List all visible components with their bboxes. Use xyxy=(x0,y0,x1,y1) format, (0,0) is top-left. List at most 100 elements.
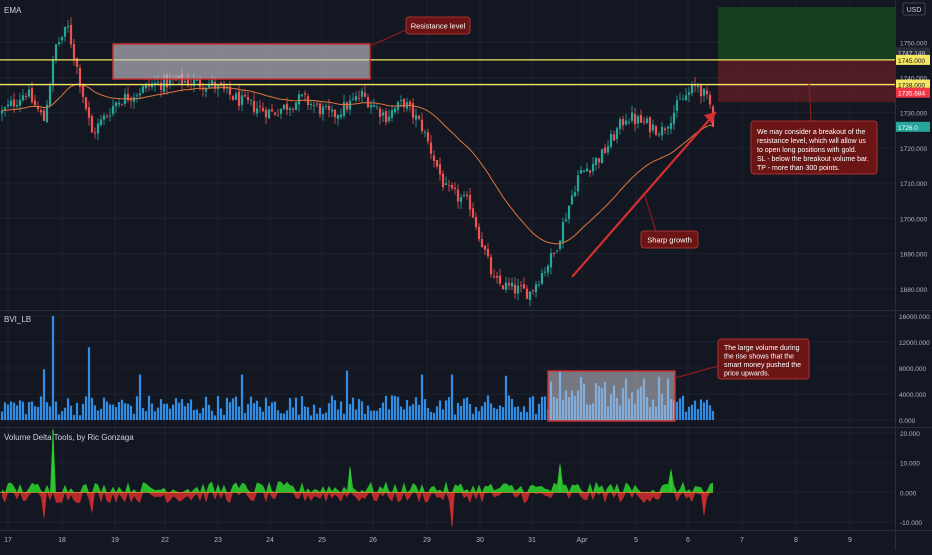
time-tick-label: 24 xyxy=(266,537,274,544)
price-tick-label: 1680.000 xyxy=(900,287,927,294)
candle xyxy=(429,142,433,154)
bvi-bar xyxy=(381,402,385,420)
candle xyxy=(462,195,466,197)
price-badge-label: 1726.0 xyxy=(898,125,918,132)
bvi-bar xyxy=(705,399,709,420)
candle xyxy=(678,98,682,100)
bvi-bar xyxy=(9,401,13,420)
bvi-bar xyxy=(105,401,109,420)
bvi-bar xyxy=(225,397,229,420)
time-tick-label: 25 xyxy=(318,537,326,544)
candle xyxy=(75,58,79,67)
candle xyxy=(198,79,202,87)
candle xyxy=(243,94,247,97)
candle xyxy=(651,124,655,131)
candle xyxy=(525,288,529,299)
candle xyxy=(99,119,103,126)
candle xyxy=(207,84,211,88)
bvi-bar xyxy=(711,410,715,420)
time-tick-label: 31 xyxy=(528,537,536,544)
bvi-bar xyxy=(204,396,208,420)
vd-tick-label: 0.000 xyxy=(900,490,917,497)
volume-callout-box xyxy=(717,338,810,380)
candle xyxy=(552,252,556,254)
candle xyxy=(420,119,424,132)
bvi-bar xyxy=(129,405,133,420)
bvi-bar xyxy=(180,399,184,420)
bvi-bar xyxy=(402,409,406,420)
candle xyxy=(126,94,130,101)
pane-label-bvi[interactable]: BVI_LB xyxy=(4,315,31,324)
bvi-bar xyxy=(297,414,301,420)
candle xyxy=(30,88,34,102)
candle xyxy=(684,95,688,101)
candle xyxy=(687,92,691,95)
bvi-bar xyxy=(324,412,328,420)
bvi-bar xyxy=(288,398,292,420)
candle xyxy=(414,115,418,120)
candle xyxy=(147,84,151,87)
pane-label-volume-delta[interactable]: Volume Delta Tools, by Ric Gonzaga xyxy=(4,433,134,442)
bvi-bar xyxy=(207,404,211,420)
candle xyxy=(297,94,301,105)
candle xyxy=(210,80,214,85)
bvi-bar xyxy=(183,406,187,420)
candle xyxy=(522,284,526,289)
bvi-bar xyxy=(330,395,334,420)
bvi-bar xyxy=(354,409,358,420)
take-profit-zone xyxy=(718,7,895,60)
volume-callout-text: the rise shows that the xyxy=(724,354,794,361)
candle xyxy=(591,163,595,172)
bvi-bar xyxy=(117,402,121,420)
bvi-bar xyxy=(120,399,124,420)
bvi-bar xyxy=(390,395,394,420)
candle xyxy=(681,99,685,100)
bvi-bar xyxy=(33,406,37,420)
bvi-bar xyxy=(0,411,4,420)
bvi-bar xyxy=(420,374,424,420)
candle xyxy=(423,131,427,133)
volume-callout-text: The large volume during xyxy=(724,345,800,352)
candle xyxy=(708,94,712,105)
candle xyxy=(504,282,508,290)
bvi-bar xyxy=(6,404,10,420)
candle xyxy=(510,282,514,287)
candle xyxy=(516,285,520,294)
bvi-bar xyxy=(252,403,256,420)
candle xyxy=(0,110,4,114)
candle xyxy=(135,95,139,97)
candle xyxy=(573,192,577,197)
vd-tick-label: 20.000 xyxy=(900,431,920,438)
candle xyxy=(456,189,460,202)
bvi-bar xyxy=(267,406,271,420)
candle xyxy=(705,90,709,95)
candle xyxy=(144,83,148,89)
price-tick-label: 1720.000 xyxy=(900,146,927,153)
candle xyxy=(600,149,604,164)
bvi-bar xyxy=(210,410,214,420)
candle xyxy=(345,102,349,110)
breakout-callout-text: TP - more than 300 points. xyxy=(757,165,840,172)
bvi-bar xyxy=(90,397,94,420)
bvi-bar xyxy=(189,399,193,420)
candle xyxy=(102,115,106,120)
sharp-growth-arrow xyxy=(571,111,717,278)
candle xyxy=(702,88,706,96)
volume-callout-text: price upwards. xyxy=(724,371,770,378)
candle xyxy=(492,275,496,278)
candle xyxy=(603,147,607,154)
candle xyxy=(618,119,622,129)
currency-badge[interactable] xyxy=(902,2,926,16)
candle xyxy=(63,26,67,37)
candle xyxy=(465,194,469,196)
candle xyxy=(477,226,481,240)
candle xyxy=(564,219,568,222)
pane-label-ema[interactable]: EMA xyxy=(4,6,22,15)
candle xyxy=(699,84,703,97)
bvi-bar xyxy=(159,399,163,420)
bvi-bar xyxy=(369,410,373,420)
bvi-bar xyxy=(486,395,490,420)
bvi-bar xyxy=(453,414,457,420)
price-tick-label: 1700.000 xyxy=(900,216,927,223)
